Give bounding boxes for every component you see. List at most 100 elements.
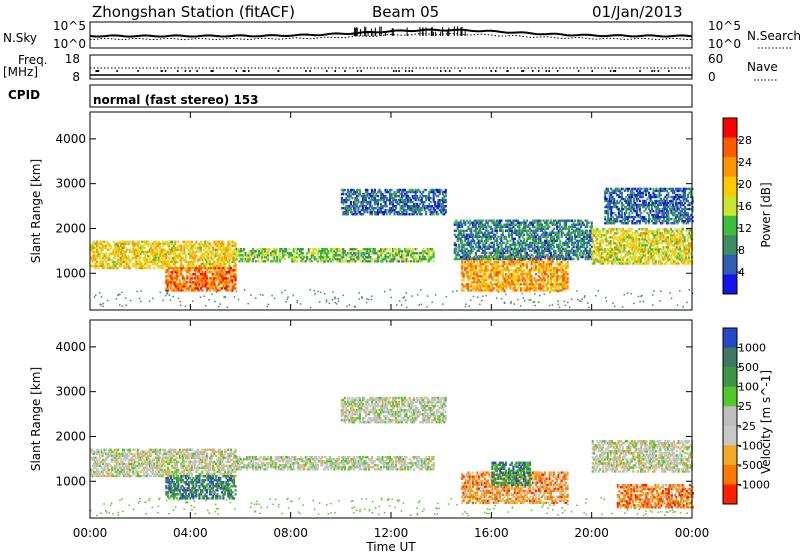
range-gate-cell bbox=[539, 251, 542, 255]
range-gate-cell bbox=[636, 258, 639, 261]
range-gate-cell bbox=[330, 248, 333, 251]
range-gate-cell bbox=[476, 279, 479, 282]
range-gate-cell bbox=[428, 198, 431, 202]
range-gate-cell bbox=[428, 190, 431, 194]
range-gate-cell bbox=[111, 266, 114, 270]
range-gate-cell bbox=[462, 277, 465, 280]
range-gate-cell bbox=[225, 283, 228, 286]
range-gate-cell bbox=[535, 260, 538, 264]
range-gate-cell bbox=[223, 266, 226, 270]
range-gate-cell bbox=[560, 235, 563, 239]
range-gate-cell bbox=[572, 253, 575, 257]
freq-mark bbox=[490, 70, 493, 72]
range-gate-cell bbox=[184, 242, 187, 246]
range-gate-cell bbox=[381, 205, 384, 208]
range-gate-cell bbox=[518, 231, 521, 235]
range-gate-cell bbox=[392, 260, 395, 263]
range-gate-cell bbox=[603, 250, 606, 253]
range-gate-cell bbox=[578, 239, 581, 243]
range-gate-cell bbox=[393, 211, 396, 214]
range-gate-cell bbox=[556, 279, 559, 282]
range-gate-cell bbox=[600, 256, 603, 259]
freq-mark bbox=[189, 70, 191, 72]
range-gate-cell bbox=[205, 287, 208, 290]
range-gate-cell bbox=[120, 242, 123, 246]
range-gate-cell bbox=[258, 250, 261, 253]
range-gate-cell bbox=[205, 260, 208, 264]
range-gate-cell bbox=[153, 240, 156, 244]
range-gate-cell bbox=[402, 200, 405, 204]
range-gate-cell bbox=[529, 269, 532, 272]
range-gate-cell bbox=[105, 244, 108, 248]
range-gate-cell bbox=[171, 256, 174, 260]
range-gate-cell bbox=[600, 262, 603, 265]
range-gate-cell bbox=[147, 242, 150, 246]
range-gate-cell bbox=[548, 255, 551, 259]
range-gate-cell bbox=[512, 263, 515, 266]
range-gate-cell bbox=[518, 257, 521, 261]
range-gate-cell bbox=[216, 252, 219, 256]
range-gate-cell bbox=[307, 250, 310, 253]
range-gate-cell bbox=[434, 192, 437, 196]
range-gate-cell bbox=[160, 242, 163, 246]
range-gate-cell bbox=[482, 251, 485, 255]
range-gate-cell bbox=[389, 194, 392, 198]
range-gate-cell bbox=[548, 247, 551, 251]
range-gate-cell bbox=[289, 254, 292, 257]
range-gate-cell bbox=[662, 252, 665, 255]
range-gate-cell bbox=[240, 254, 243, 257]
range-gate-cell bbox=[470, 281, 473, 284]
range-gate-cell bbox=[525, 231, 528, 235]
range-gate-cell bbox=[318, 248, 321, 251]
range-gate-cell bbox=[562, 241, 565, 245]
range-gate-cell bbox=[480, 225, 483, 229]
range-gate-cell bbox=[195, 285, 198, 288]
range-gate-cell bbox=[503, 254, 506, 258]
range-gate-cell bbox=[177, 248, 180, 252]
range-gate-cell bbox=[177, 267, 180, 270]
range-gate-cell bbox=[654, 238, 657, 241]
range-gate-cell bbox=[541, 245, 544, 249]
range-gate-cell bbox=[319, 258, 322, 261]
range-gate-cell bbox=[138, 260, 141, 264]
range-gate-cell bbox=[369, 260, 372, 263]
range-gate-cell bbox=[378, 209, 381, 212]
range-gate-cell bbox=[370, 211, 373, 214]
range-gate-cell bbox=[597, 252, 600, 255]
range-gate-cell bbox=[231, 281, 234, 284]
range-gate-cell bbox=[482, 279, 485, 282]
range-gate-cell bbox=[551, 285, 554, 288]
range-gate-cell bbox=[653, 232, 656, 235]
range-gate-cell bbox=[535, 267, 538, 270]
range-gate-cell bbox=[228, 267, 231, 270]
range-gate-cell bbox=[331, 260, 334, 263]
range-gate-cell bbox=[554, 233, 557, 237]
range-gate-cell bbox=[516, 260, 519, 264]
range-gate-cell bbox=[405, 252, 408, 255]
range-gate-cell bbox=[389, 200, 392, 204]
range-gate-cell bbox=[432, 213, 435, 216]
range-gate-cell bbox=[516, 247, 519, 251]
range-gate-cell bbox=[467, 225, 470, 229]
range-gate-cell bbox=[190, 283, 193, 286]
range-gate-cell bbox=[500, 233, 503, 237]
range-gate-cell bbox=[597, 232, 600, 235]
range-gate-cell bbox=[623, 246, 626, 249]
range-gate-cell bbox=[559, 241, 562, 245]
range-gate-cell bbox=[174, 252, 177, 256]
range-gate-cell bbox=[650, 256, 653, 259]
range-gate-cell bbox=[199, 287, 202, 290]
range-gate-cell bbox=[225, 285, 228, 288]
range-gate-cell bbox=[174, 287, 177, 290]
range-gate-cell bbox=[665, 228, 668, 231]
range-gate-cell bbox=[383, 196, 386, 200]
range-gate-cell bbox=[153, 252, 156, 256]
range-gate-cell bbox=[256, 254, 259, 257]
range-gate-cell bbox=[648, 250, 651, 253]
range-gate-cell bbox=[603, 248, 606, 251]
range-gate-cell bbox=[292, 248, 295, 251]
range-gate-cell bbox=[665, 238, 668, 241]
range-gate-cell bbox=[198, 269, 201, 272]
range-gate-cell bbox=[360, 250, 363, 253]
range-gate-cell bbox=[459, 225, 462, 229]
